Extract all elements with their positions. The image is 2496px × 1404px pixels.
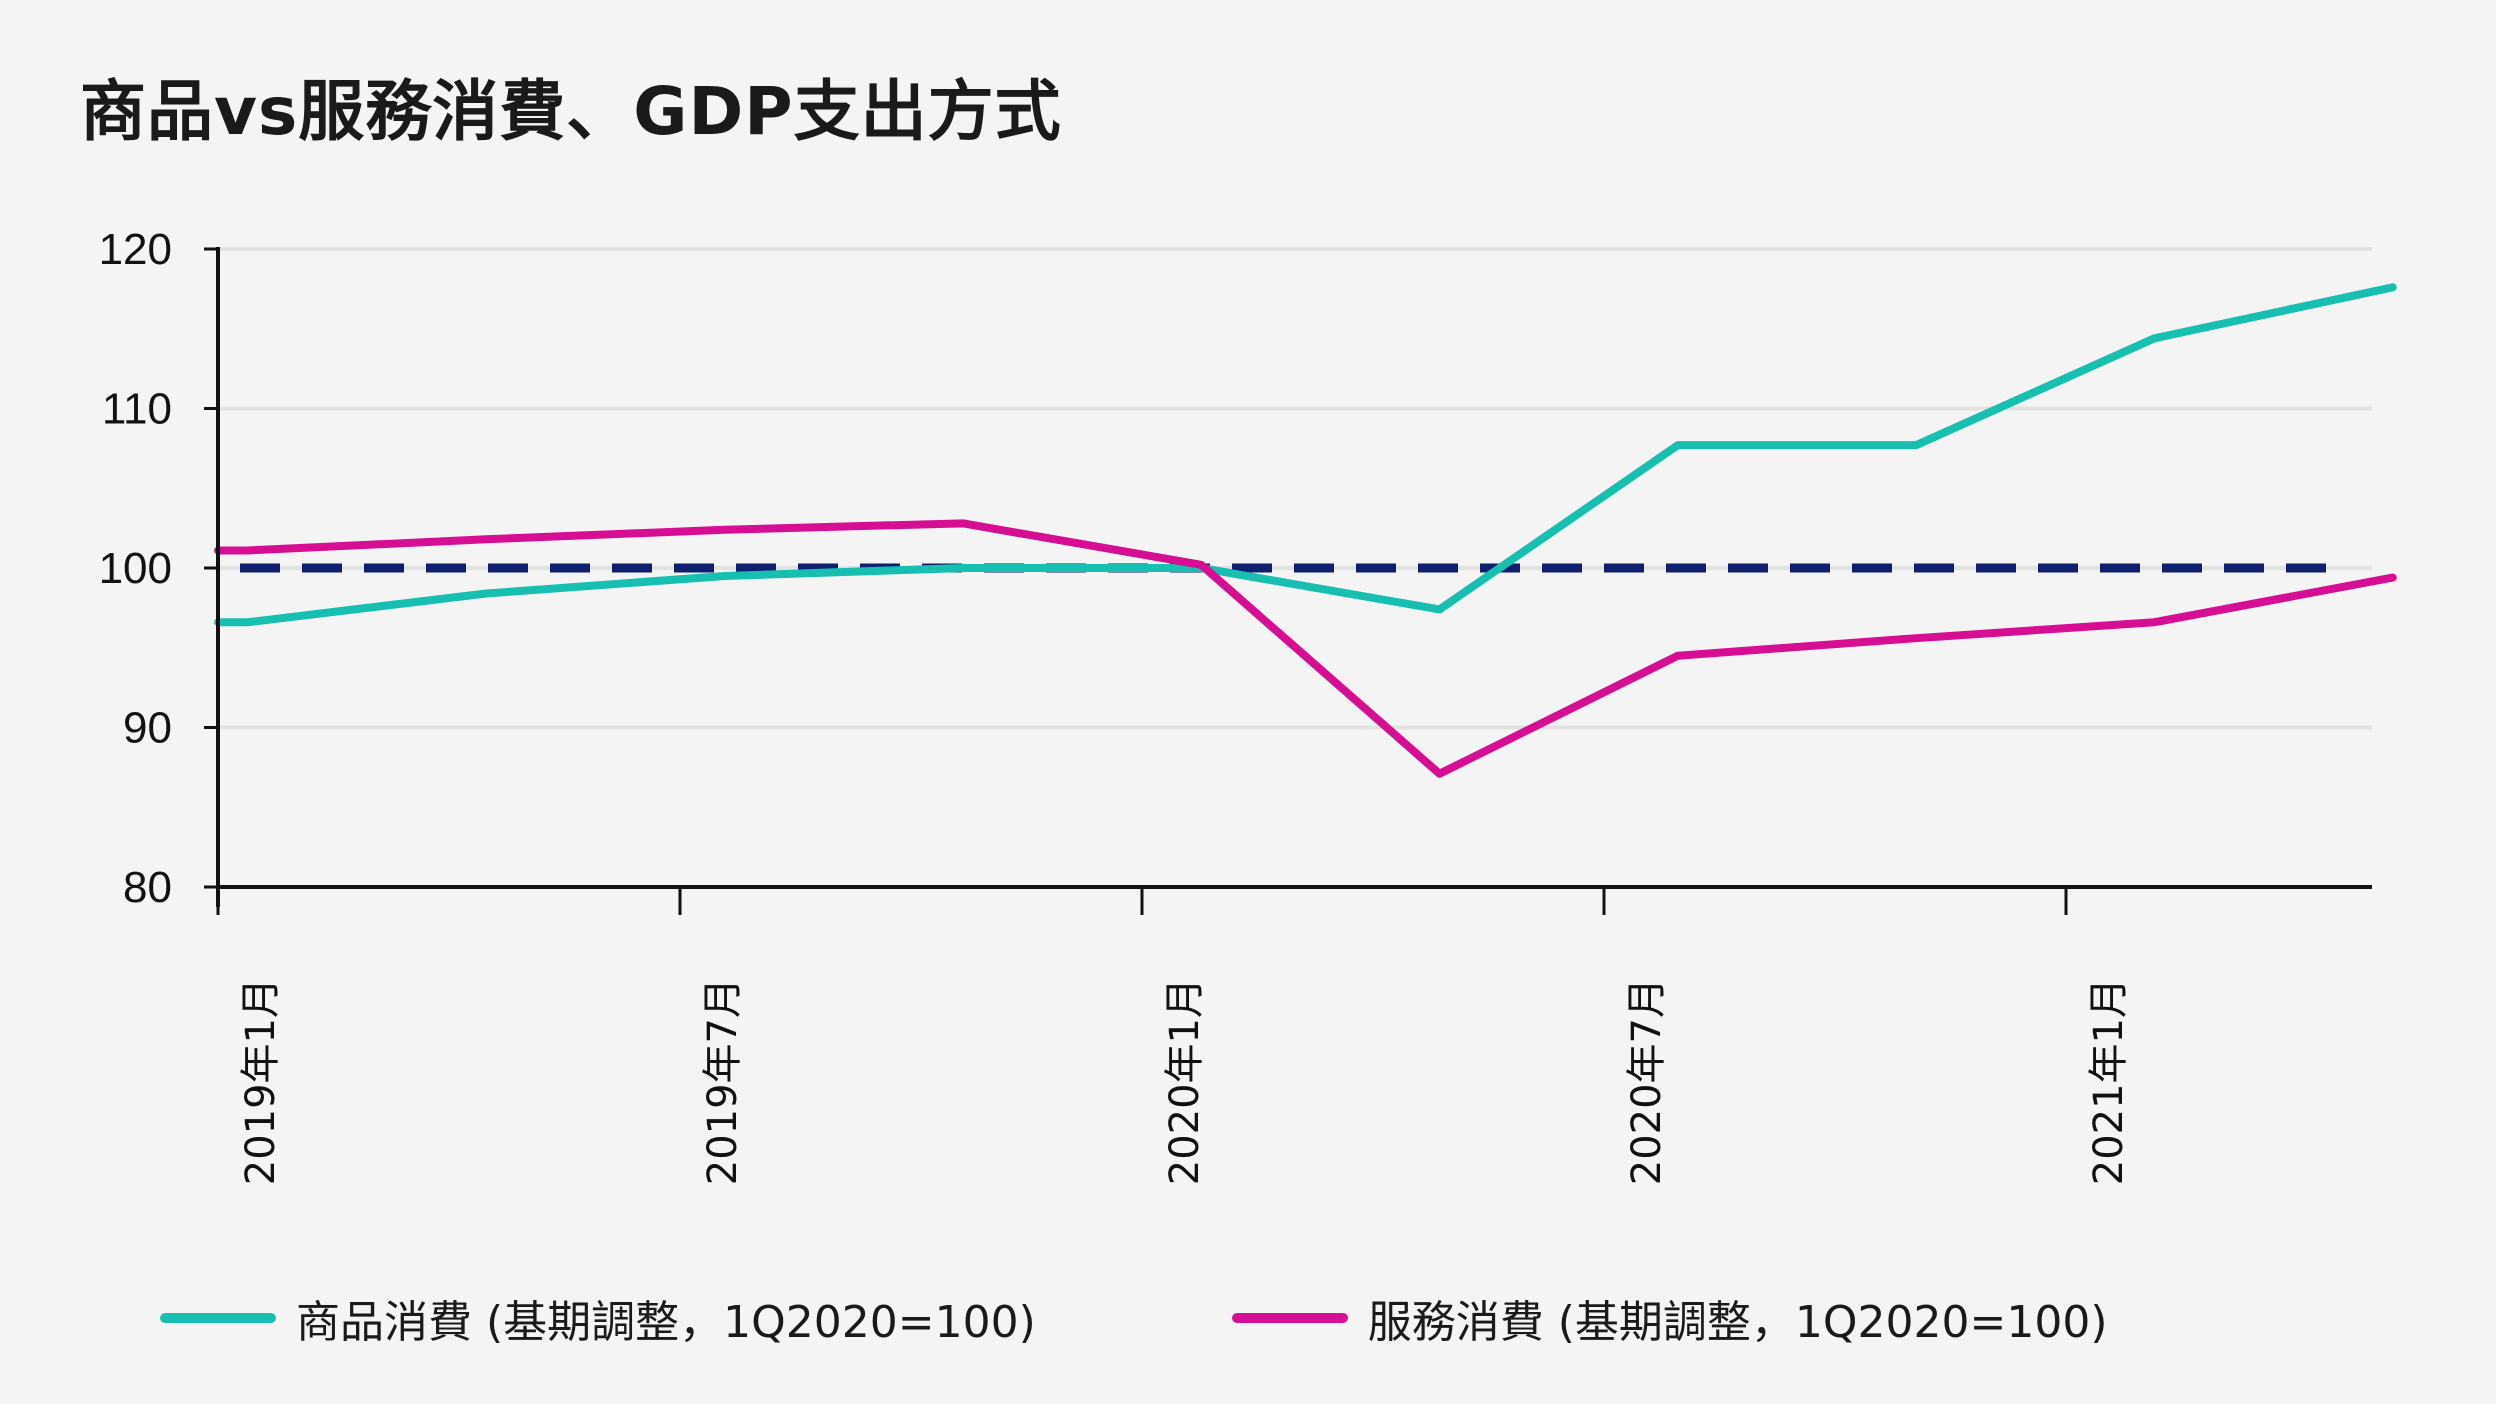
chart-title: 商品vs服務消費、GDP支出方式: [80, 73, 1062, 150]
legend-swatch-goods: [160, 1313, 276, 1323]
gridlines: [218, 247, 2372, 730]
y-tick-label-80: 80: [123, 863, 172, 912]
y-tick-label-100: 100: [99, 544, 172, 593]
y-tick-labels: 80 90 100 110 120: [99, 225, 172, 912]
series-lines: [214, 283, 2397, 778]
x-tick-label-0: 2019年1月: [238, 978, 284, 1185]
axes: [204, 247, 2372, 915]
legend: 商品消費 (基期調整，1Q2020=100) 服務消費 (基期調整，1Q2020…: [160, 1286, 2108, 1350]
x-tick-label-4: 2021年1月: [2086, 978, 2132, 1185]
x-tick-label-3: 2020年7月: [1624, 978, 1670, 1185]
legend-item-services: 服務消費 (基期調整，1Q2020=100): [1231, 1286, 2108, 1350]
x-tick-label-2: 2020年1月: [1162, 978, 1208, 1185]
legend-item-goods: 商品消費 (基期調整，1Q2020=100): [160, 1286, 1036, 1350]
y-tick-label-120: 120: [99, 225, 172, 274]
legend-label-services: 服務消費 (基期調整，1Q2020=100): [1367, 1297, 2108, 1348]
x-tick-labels: 2019年1月 2019年7月 2020年1月 2020年7月 2021年1月: [238, 978, 2132, 1185]
series-line-services: [214, 519, 2397, 778]
legend-swatch-services: [1231, 1313, 1348, 1323]
legend-label-goods: 商品消費 (基期調整，1Q2020=100): [296, 1297, 1036, 1348]
y-tick-label-110: 110: [102, 385, 172, 434]
y-tick-label-90: 90: [123, 704, 172, 753]
x-tick-label-1: 2019年7月: [700, 978, 746, 1185]
